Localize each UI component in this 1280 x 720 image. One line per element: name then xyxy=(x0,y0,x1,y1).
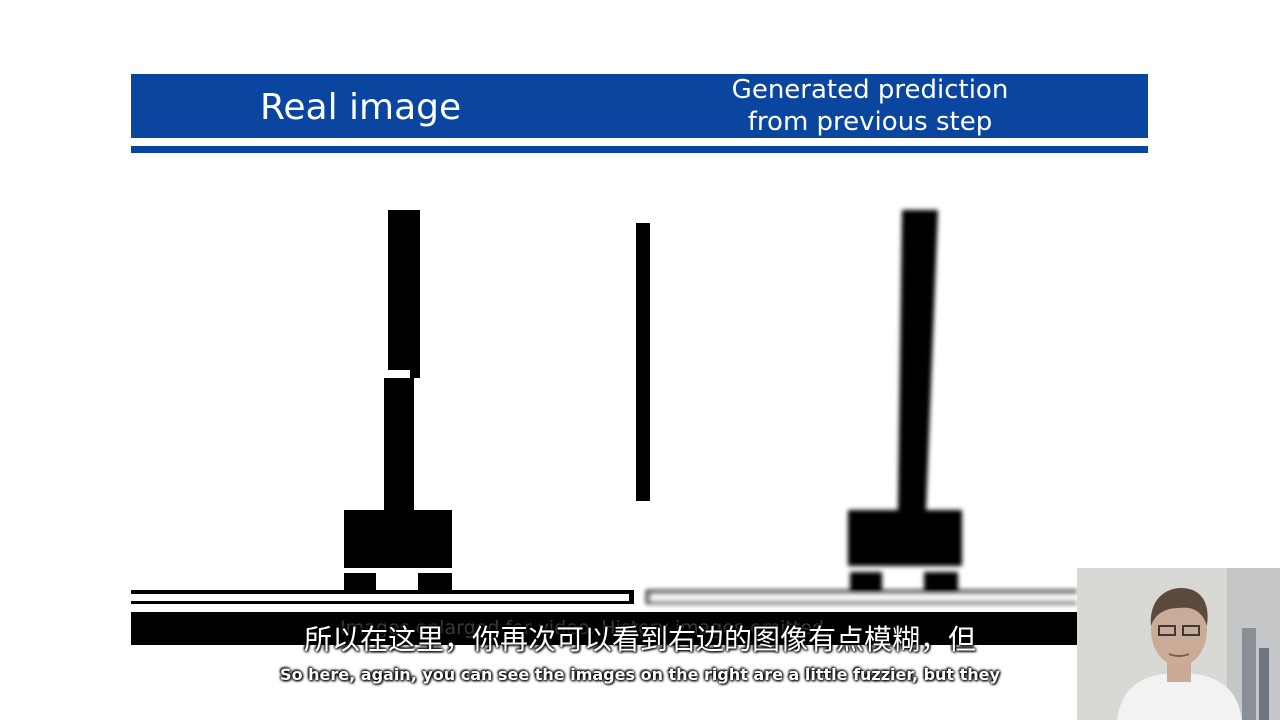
presenter-video-icon xyxy=(1077,568,1280,720)
frame-divider xyxy=(636,223,650,501)
presenter-webcam xyxy=(1077,568,1280,720)
subtitle-english: So here, again, you can see the images o… xyxy=(280,665,1000,684)
generated-cart-body xyxy=(848,510,962,566)
generated-wheel-right xyxy=(924,572,958,594)
subtitle-chinese: 所以在这里，你再次可以看到右边的图像有点模糊，但 xyxy=(303,623,976,656)
generated-wheel-left xyxy=(850,572,882,594)
real-paddle-upper xyxy=(388,210,420,370)
generated-ground-gap xyxy=(650,594,1077,601)
real-paddle-step xyxy=(410,370,420,378)
real-cart-body xyxy=(344,510,452,568)
real-image-frame xyxy=(131,210,634,604)
slide-caption: Images enlarged for video. History image… xyxy=(340,617,831,639)
real-wheel-right xyxy=(418,573,452,595)
generated-paddle xyxy=(898,210,938,510)
generated-prediction-title-line1: Generated prediction xyxy=(731,75,1009,105)
real-wheel-left xyxy=(344,573,376,595)
real-image-title: Real image xyxy=(260,87,462,128)
real-paddle-lower xyxy=(384,378,414,513)
slide-header-bar xyxy=(131,74,1148,138)
generated-prediction-frame xyxy=(646,210,1077,604)
real-ground-gap xyxy=(131,594,629,601)
generated-prediction-title: Generated prediction from previous step xyxy=(700,74,1040,138)
slide-header-underline xyxy=(131,146,1148,153)
generated-prediction-title-line2: from previous step xyxy=(747,107,993,137)
caption-bar xyxy=(131,612,1077,645)
